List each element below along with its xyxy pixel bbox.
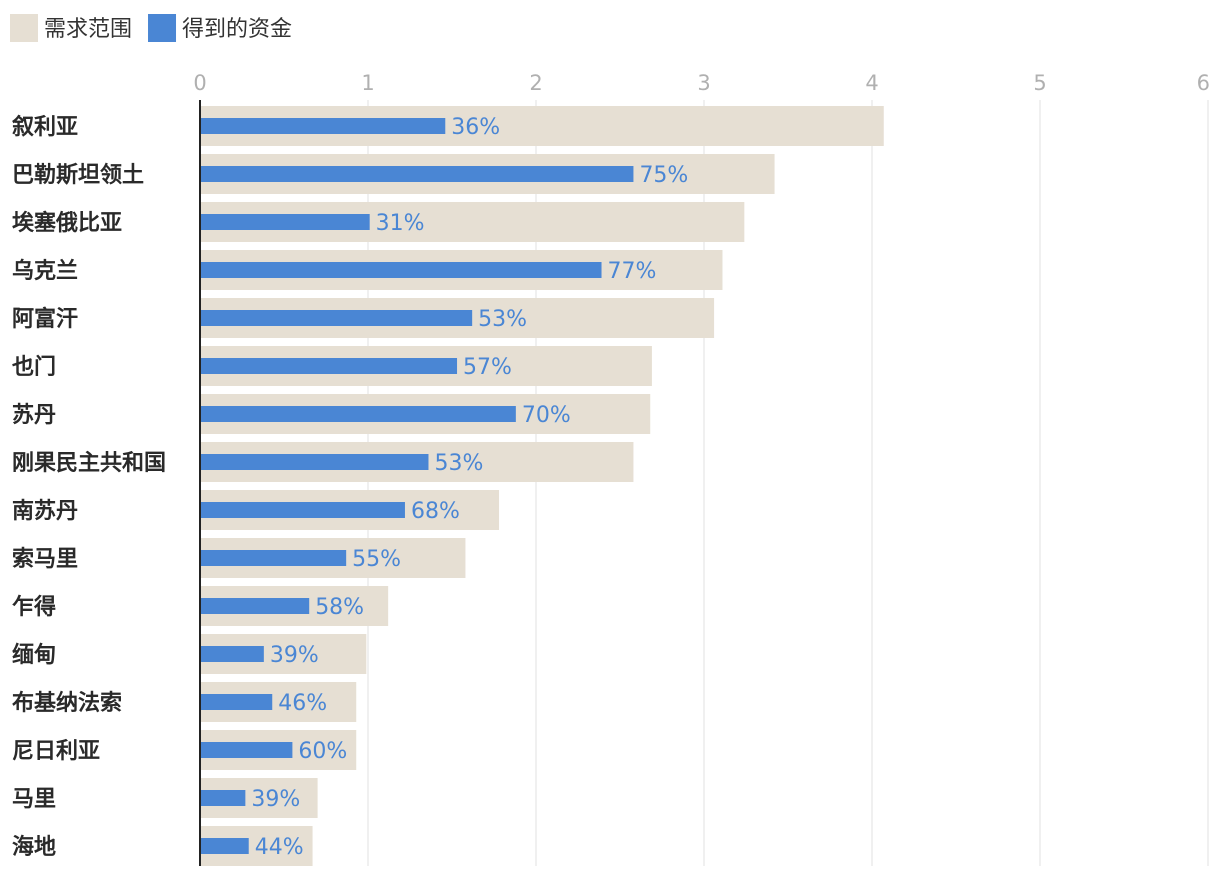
bar-label-0: 36% bbox=[451, 115, 500, 140]
bar-funded-6 bbox=[200, 406, 516, 422]
legend-swatch-1 bbox=[148, 14, 177, 42]
bar-funded-11 bbox=[200, 646, 264, 662]
bar-funded-9 bbox=[200, 550, 347, 566]
x-tick-label-5: 5 bbox=[1033, 71, 1046, 95]
category-label-10: 乍得 bbox=[12, 594, 56, 620]
percentage-labels: 36% 75% 31% 77% 53% 57% 70% 53% 68% 55% 58% 39% 46% 6… bbox=[251, 115, 688, 860]
bar-label-3: 77% bbox=[608, 259, 657, 284]
x-tick-label-4: 4 bbox=[865, 71, 878, 95]
bar-label-11: 39% bbox=[270, 643, 319, 668]
bar-label-10: 58% bbox=[315, 595, 364, 620]
x-axis-ticks: 0 1 2 3 4 5 6 bbox=[193, 71, 1210, 95]
bar-funded-13 bbox=[200, 742, 293, 758]
bar-label-6: 70% bbox=[522, 403, 571, 428]
bar-funded-3 bbox=[200, 262, 602, 278]
bar-funded-10 bbox=[200, 598, 310, 614]
bar-funded-15 bbox=[200, 838, 249, 854]
bar-funded-2 bbox=[200, 214, 370, 230]
category-label-2: 埃塞俄比亚 bbox=[12, 210, 122, 236]
legend-label-0: 需求范围 bbox=[44, 17, 132, 42]
bar-funded-12 bbox=[200, 694, 273, 710]
category-label-15: 海地 bbox=[12, 834, 56, 860]
bar-funded-8 bbox=[200, 502, 405, 518]
category-label-11: 缅甸 bbox=[12, 642, 56, 668]
bar-label-2: 31% bbox=[376, 211, 425, 236]
bar-label-4: 53% bbox=[478, 307, 527, 332]
category-label-6: 苏丹 bbox=[12, 402, 56, 428]
category-label-14: 马里 bbox=[12, 787, 56, 812]
bar-funded-7 bbox=[200, 454, 429, 470]
category-labels: 叙利亚巴勒斯坦领土埃塞俄比亚乌克兰阿富汗也门苏丹刚果民主共和国南苏丹索马里乍得缅… bbox=[12, 114, 166, 860]
bar-label-8: 68% bbox=[411, 499, 460, 524]
x-tick-label-6: 6 bbox=[1197, 71, 1210, 95]
category-label-9: 索马里 bbox=[12, 547, 78, 572]
bar-label-15: 44% bbox=[255, 835, 304, 860]
bar-funded-4 bbox=[200, 310, 473, 326]
bar-label-14: 39% bbox=[251, 787, 300, 812]
category-label-13: 尼日利亚 bbox=[12, 739, 100, 764]
bars bbox=[200, 106, 884, 866]
category-label-8: 南苏丹 bbox=[12, 498, 78, 524]
x-tick-label-1: 1 bbox=[361, 71, 374, 95]
bar-label-7: 53% bbox=[434, 451, 483, 476]
category-label-7: 刚果民主共和国 bbox=[12, 451, 166, 476]
bar-label-5: 57% bbox=[463, 355, 512, 380]
category-label-3: 乌克兰 bbox=[12, 258, 78, 284]
bar-label-12: 46% bbox=[278, 691, 327, 716]
category-label-5: 也门 bbox=[12, 354, 56, 380]
x-tick-label-2: 2 bbox=[529, 71, 542, 95]
category-label-0: 叙利亚 bbox=[12, 114, 78, 140]
category-label-4: 阿富汗 bbox=[12, 306, 78, 332]
legend-swatch-0 bbox=[10, 14, 38, 42]
legend-label-1: 得到的资金 bbox=[182, 17, 292, 42]
legend: 需求范围 得到的资金 bbox=[10, 14, 292, 42]
bar-funded-14 bbox=[200, 790, 246, 806]
x-tick-label-3: 3 bbox=[697, 71, 710, 95]
x-tick-label-0: 0 bbox=[193, 71, 206, 95]
category-label-1: 巴勒斯坦领土 bbox=[12, 162, 144, 188]
bar-funded-0 bbox=[200, 118, 446, 134]
bar-label-13: 60% bbox=[298, 739, 347, 764]
category-label-12: 布基纳法索 bbox=[12, 690, 122, 716]
bar-label-9: 55% bbox=[352, 547, 401, 572]
bar-funded-1 bbox=[200, 166, 634, 182]
bar-funded-5 bbox=[200, 358, 458, 374]
bar-label-1: 75% bbox=[639, 163, 688, 188]
